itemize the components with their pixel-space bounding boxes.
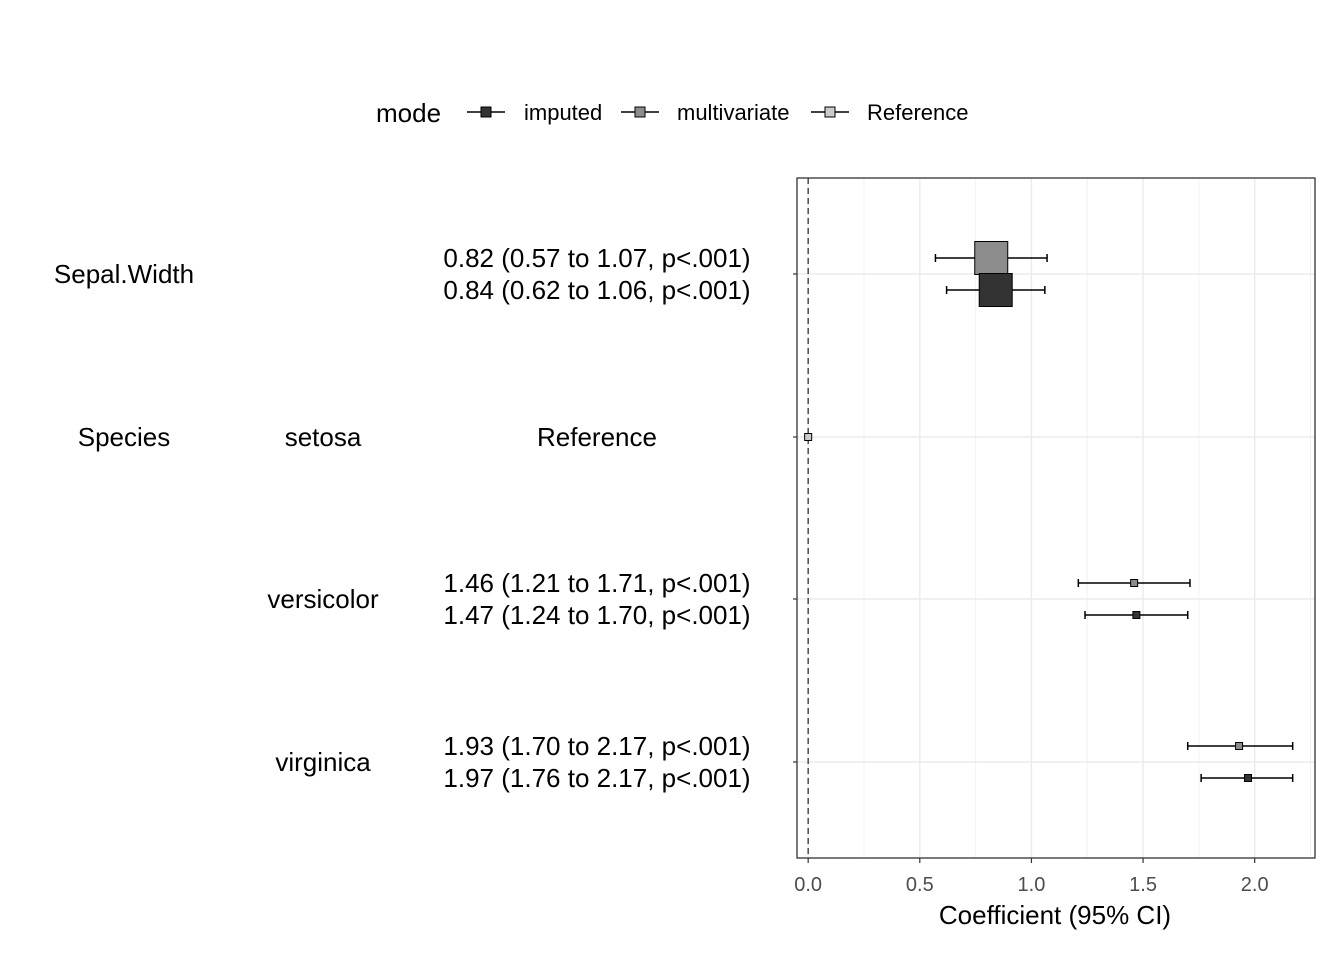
x-tick-label: 1.0 [1018, 874, 1046, 896]
row-variable-label: Sepal.Width [54, 259, 194, 289]
estimate-point-0 [934, 241, 1048, 275]
legend-key-square [824, 106, 836, 118]
legend-key-square [480, 106, 492, 118]
legend-label: imputed [524, 100, 602, 125]
point-marker [1130, 579, 1139, 587]
row-estimate-text: 0.84 (0.62 to 1.06, p<.001) [443, 275, 750, 305]
row-level-label: setosa [285, 422, 362, 452]
row-estimate-text: 1.46 (1.21 to 1.71, p<.001) [443, 568, 750, 598]
estimate-point-2 [804, 433, 813, 441]
legend-item-1: multivariate [621, 100, 789, 125]
row-estimate-text: 0.82 (0.57 to 1.07, p<.001) [443, 243, 750, 273]
legend-label: Reference [867, 100, 969, 125]
point-marker [1132, 611, 1141, 619]
row-level-label: versicolor [267, 584, 379, 614]
row-variable-label: Species [78, 422, 171, 452]
plot-panel [793, 177, 1316, 859]
estimate-point-1 [945, 273, 1046, 307]
x-axis: Coefficient (95% CI) 0.0 0.5 1.0 1.5 2.0 [794, 858, 1269, 930]
legend: mode imputed multivariate Reference [376, 98, 969, 128]
estimate-point-6 [1200, 774, 1294, 782]
point-marker [1235, 742, 1244, 750]
point-marker [974, 241, 1009, 275]
estimate-point-3 [1077, 579, 1191, 587]
estimate-table: Sepal.Width 0.82 (0.57 to 1.07, p<.001)0.… [54, 243, 751, 793]
legend-label: multivariate [677, 100, 789, 125]
estimate-point-5 [1186, 742, 1294, 750]
point-marker [1244, 774, 1253, 782]
point-marker [978, 273, 1013, 307]
x-tick-label: 0.0 [794, 874, 822, 896]
row-estimate-text: 1.47 (1.24 to 1.70, p<.001) [443, 600, 750, 630]
plot-border [796, 177, 1316, 859]
x-tick-label: 2.0 [1241, 874, 1269, 896]
row-estimate-text: 1.97 (1.76 to 2.17, p<.001) [443, 763, 750, 793]
legend-item-0: imputed [467, 100, 602, 125]
x-tick-label: 1.5 [1129, 874, 1157, 896]
legend-title: mode [376, 98, 441, 128]
x-axis-label: Coefficient (95% CI) [939, 900, 1171, 930]
row-estimate-text: 1.93 (1.70 to 2.17, p<.001) [443, 731, 750, 761]
row-level-label: virginica [275, 747, 371, 777]
x-tick-label: 0.5 [906, 874, 934, 896]
legend-key-square [634, 106, 646, 118]
point-marker [804, 433, 813, 441]
row-estimate-text: Reference [537, 422, 657, 452]
legend-item-2: Reference [811, 100, 969, 125]
estimate-point-4 [1084, 611, 1189, 619]
